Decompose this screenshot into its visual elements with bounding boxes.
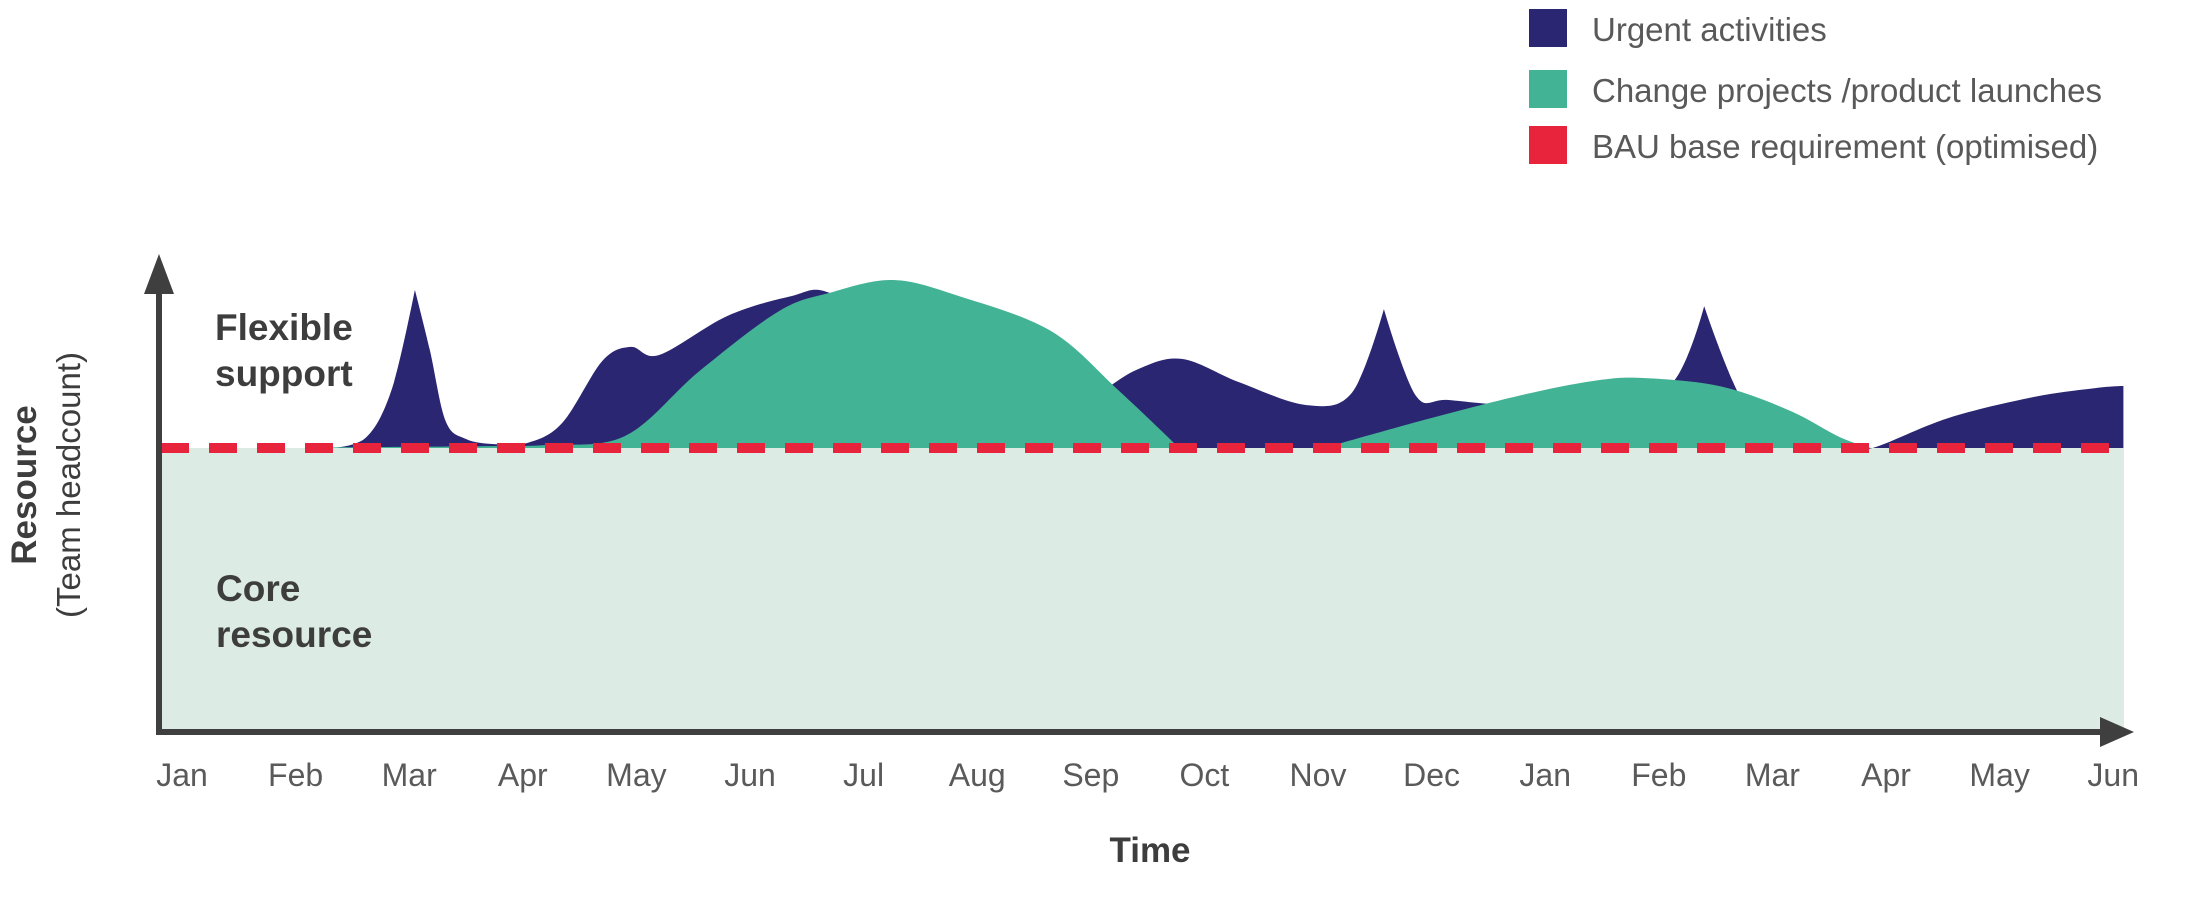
x-tick-label: Mar	[1745, 757, 1800, 793]
core-resource-area	[161, 448, 2124, 730]
x-tick-label: Feb	[1631, 757, 1686, 793]
x-axis-title: Time	[1109, 831, 1190, 870]
x-axis-arrow-icon	[2100, 717, 2134, 747]
legend-label-urgent: Urgent activities	[1592, 11, 1827, 48]
core-resource-label: Core resource	[216, 568, 372, 655]
chart-areas	[161, 279, 2124, 730]
x-tick-labels: Jan Feb Mar Apr May Jun Jul Aug Sep Oct Nov Dec Jan F…	[156, 757, 2139, 793]
legend-label-change: Change projects /product launches	[1592, 72, 2102, 109]
x-tick-label: Jun	[724, 757, 776, 793]
legend-swatch-bau	[1529, 126, 1567, 164]
legend: Urgent activities Change projects /produ…	[1529, 9, 2102, 165]
change-projects-area	[318, 279, 1872, 448]
x-tick-label: Apr	[1861, 757, 1911, 793]
flexible-support-line2: support	[215, 353, 353, 394]
y-axis-arrow-icon	[144, 254, 174, 294]
x-tick-label: Dec	[1403, 757, 1460, 793]
x-tick-label: May	[1969, 757, 2029, 793]
legend-label-bau: BAU base requirement (optimised)	[1592, 128, 2098, 165]
x-tick-label: Feb	[268, 757, 323, 793]
x-tick-label: Jul	[843, 757, 884, 793]
y-axis-subtitle: (Team headcount)	[50, 352, 87, 618]
x-tick-label: Oct	[1180, 757, 1230, 793]
x-tick-label: Jun	[2087, 757, 2139, 793]
legend-swatch-change	[1529, 70, 1567, 108]
x-tick-label: Aug	[949, 757, 1006, 793]
flexible-support-line1: Flexible	[215, 307, 353, 348]
x-tick-label: Mar	[382, 757, 437, 793]
y-axis-title: Resource	[5, 405, 44, 565]
x-tick-label: Jan	[156, 757, 208, 793]
x-tick-label: Apr	[498, 757, 548, 793]
x-tick-label: Sep	[1062, 757, 1119, 793]
x-tick-label: May	[606, 757, 666, 793]
urgent-activities-area	[329, 289, 2124, 450]
core-resource-line1: Core	[216, 568, 300, 609]
legend-swatch-urgent	[1529, 9, 1567, 47]
flexible-support-label: Flexible support	[215, 307, 353, 394]
x-tick-label: Nov	[1290, 757, 1347, 793]
axes	[144, 254, 2134, 747]
core-resource-line2: resource	[216, 614, 372, 655]
x-tick-label: Jan	[1519, 757, 1571, 793]
